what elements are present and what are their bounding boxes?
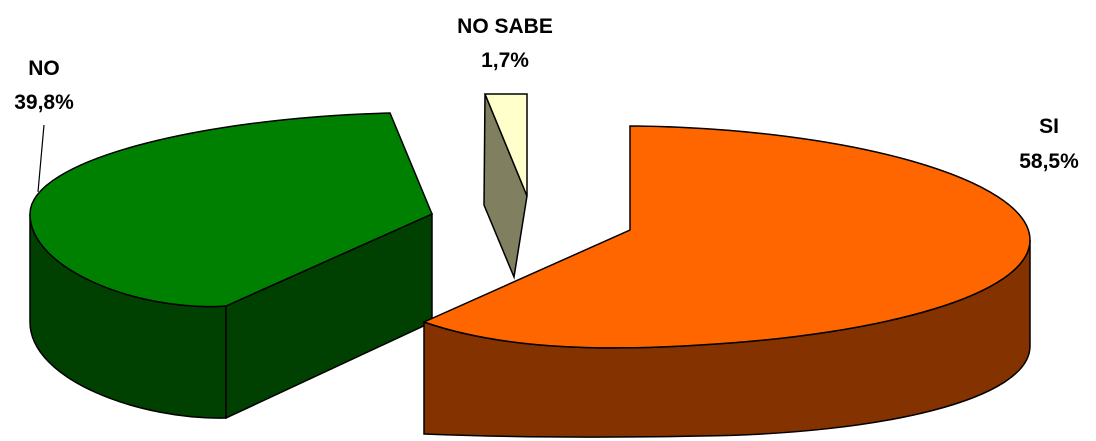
slice-no-sabe-top xyxy=(483,93,528,197)
label-si-name: SI xyxy=(1039,115,1059,138)
label-no: NO 39,8% xyxy=(14,57,74,114)
label-no-value: 39,8% xyxy=(14,91,74,114)
label-no-sabe-name: NO SABE xyxy=(457,15,553,38)
label-no-sabe-value: 1,7% xyxy=(481,49,529,72)
slice-si xyxy=(421,125,1031,438)
label-no-sabe: NO SABE 1,7% xyxy=(457,15,553,72)
leader-line-no xyxy=(37,124,45,193)
label-si-value: 58,5% xyxy=(1019,150,1079,173)
label-si: SI 58,5% xyxy=(1019,115,1079,173)
slice-no-top xyxy=(29,112,433,308)
slice-no xyxy=(29,112,433,420)
slice-no-sabe xyxy=(483,93,528,280)
slice-si-top xyxy=(421,125,1031,349)
label-no-name: NO xyxy=(28,57,60,80)
